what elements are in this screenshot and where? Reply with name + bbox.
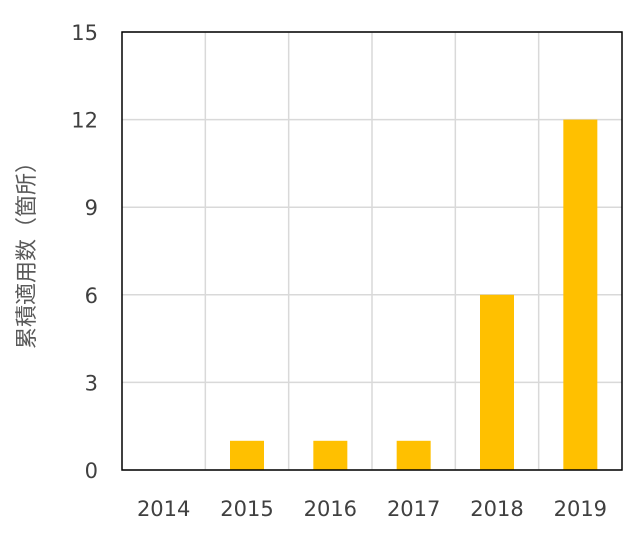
bars xyxy=(230,119,598,470)
x-tick-label: 2018 xyxy=(470,497,523,521)
bar-2019 xyxy=(563,119,598,470)
x-tick-label: 2019 xyxy=(554,497,607,521)
gridlines xyxy=(122,31,622,471)
bar-2015 xyxy=(230,440,264,470)
y-tick-label: 15 xyxy=(71,21,98,45)
bar-2018 xyxy=(480,294,514,470)
bar-2016 xyxy=(313,440,348,470)
y-tick-label: 9 xyxy=(85,196,98,220)
x-tick-label: 2016 xyxy=(304,497,357,521)
y-tick-label: 0 xyxy=(85,459,98,483)
x-tick-labels: 2014 2015 2016 2017 2018 2019 xyxy=(137,497,607,521)
x-tick-label: 2015 xyxy=(220,497,273,521)
plot-area-frame xyxy=(121,31,623,471)
y-tick-label: 3 xyxy=(85,371,98,395)
y-tick-labels: 0 3 6 9 12 15 xyxy=(71,21,98,483)
y-tick-label: 12 xyxy=(71,109,98,133)
x-tick-label: 2014 xyxy=(137,497,190,521)
y-tick-label: 6 xyxy=(85,284,98,308)
x-tick-label: 2017 xyxy=(387,497,440,521)
y-axis-label: 累積適用数（箇所） xyxy=(15,151,40,349)
bar-2017 xyxy=(396,440,431,470)
